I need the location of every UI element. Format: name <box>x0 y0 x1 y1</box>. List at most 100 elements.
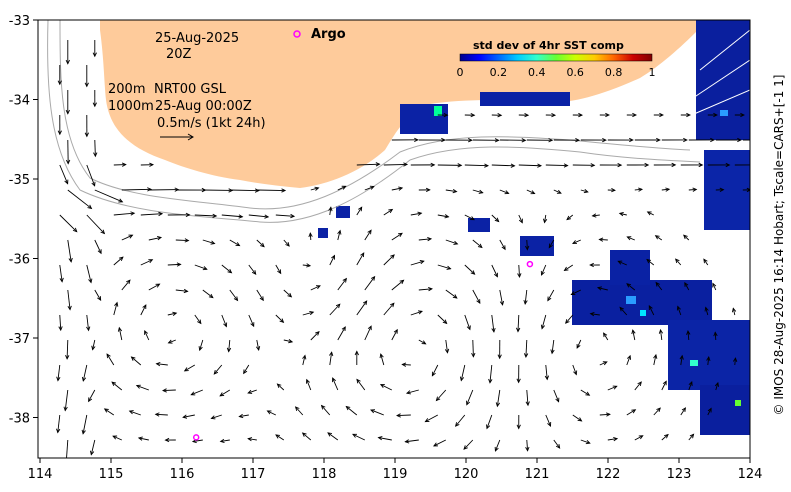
current-arrow-head <box>523 299 528 305</box>
current-arrow-head <box>713 331 718 337</box>
current-arrow <box>256 239 265 248</box>
current-arrow-head <box>603 332 608 338</box>
current-arrow-head <box>183 367 189 372</box>
current-arrow-head <box>681 407 686 413</box>
x-tick-label: 116 <box>170 467 195 482</box>
current-arrow <box>548 239 555 248</box>
current-arrow-head <box>100 229 106 235</box>
time-label: 20Z <box>166 47 192 62</box>
current-arrow <box>156 363 168 366</box>
current-arrow-head <box>504 190 510 195</box>
current-arrow-head <box>478 189 484 194</box>
current-arrow-head <box>517 273 522 279</box>
current-arrow <box>283 339 293 343</box>
current-arrow-head <box>118 256 124 261</box>
current-arrow-head <box>219 392 225 397</box>
current-arrow-head <box>126 279 131 285</box>
product-label: NRT00 GSL <box>154 82 227 97</box>
current-arrow <box>410 310 423 316</box>
current-arrow <box>148 283 160 291</box>
current-arrow-head <box>417 310 423 315</box>
current-arrow-head <box>686 112 691 118</box>
current-arrow <box>256 289 264 301</box>
current-arrow <box>275 264 282 274</box>
current-arrow-head <box>148 259 154 264</box>
current-arrow-head <box>251 270 257 275</box>
current-arrow-head <box>164 437 170 443</box>
depth-label-200: 200m <box>108 82 145 97</box>
current-arrow <box>111 381 123 391</box>
current-arrow <box>86 264 92 283</box>
sst-patch-east <box>572 20 750 435</box>
current-arrow <box>88 389 96 402</box>
current-arrow-head <box>537 163 543 168</box>
current-arrow-head <box>147 187 152 192</box>
current-arrow <box>463 439 474 450</box>
current-arrow-head <box>753 163 757 166</box>
current-arrow <box>118 327 123 341</box>
current-arrow-head <box>379 384 385 388</box>
current-arrow <box>464 164 488 167</box>
current-arrow-head <box>176 262 182 267</box>
current-arrow-head <box>662 380 667 386</box>
current-arrow-head <box>142 304 147 310</box>
x-tick-label: 123 <box>667 467 692 482</box>
current-arrow <box>687 331 690 341</box>
current-arrow <box>397 414 411 417</box>
current-arrow-head <box>247 437 253 442</box>
current-arrow <box>329 255 335 266</box>
streamlines-east <box>679 29 750 121</box>
current-arrow-head <box>403 162 409 167</box>
colorbar-tick-label: 0.8 <box>605 66 623 79</box>
current-arrow-head <box>654 235 660 240</box>
current-arrow-head <box>235 242 241 247</box>
colorbar-tick-label: 0.6 <box>566 66 584 79</box>
current-arrow <box>599 413 610 416</box>
current-arrow-head <box>290 213 296 219</box>
current-arrow <box>202 239 215 244</box>
current-arrow <box>425 414 439 422</box>
current-arrow-head <box>144 329 149 335</box>
current-arrow-head <box>712 282 717 288</box>
current-arrow <box>67 289 71 310</box>
current-arrow-head <box>656 137 661 143</box>
current-arrow-head <box>457 163 463 168</box>
current-arrow-head <box>646 258 652 264</box>
current-arrow-head <box>435 396 441 402</box>
y-axis: -33 -34 -35 -36 -37 -38 <box>9 14 38 427</box>
current-arrow <box>175 289 188 292</box>
current-arrow-head <box>499 300 505 306</box>
argo-legend-icon <box>293 30 301 38</box>
current-arrow <box>168 339 176 344</box>
current-arrow-head <box>484 163 490 168</box>
current-arrow-head <box>689 433 695 439</box>
sst-patch-central <box>318 92 570 256</box>
current-arrow-head <box>525 446 530 452</box>
current-arrow-head <box>276 383 282 388</box>
current-arrow-head <box>470 113 476 118</box>
current-arrow-head <box>631 329 636 335</box>
current-arrow <box>248 214 269 218</box>
current-arrow <box>275 214 295 217</box>
current-arrow <box>302 432 312 441</box>
argo-float-marker <box>192 434 200 441</box>
current-arrow-head <box>548 138 554 143</box>
current-arrow-head <box>555 444 561 449</box>
current-arrow-head <box>563 266 569 272</box>
current-arrow-head <box>65 109 70 115</box>
current-arrow <box>464 264 475 275</box>
current-arrow <box>603 332 609 341</box>
current-arrow <box>64 389 69 411</box>
current-arrow-head <box>486 424 491 430</box>
current-arrow-head <box>516 424 521 430</box>
current-arrow <box>194 314 202 324</box>
current-arrow-head <box>379 353 384 359</box>
current-arrow-head <box>494 446 499 452</box>
current-arrow-head <box>428 286 433 292</box>
current-arrow <box>619 307 628 316</box>
current-arrow <box>243 364 250 374</box>
x-tick-label: 118 <box>312 467 337 482</box>
current-arrow-head <box>367 229 372 235</box>
current-arrow-head <box>432 442 438 447</box>
current-arrow-head <box>219 438 225 444</box>
